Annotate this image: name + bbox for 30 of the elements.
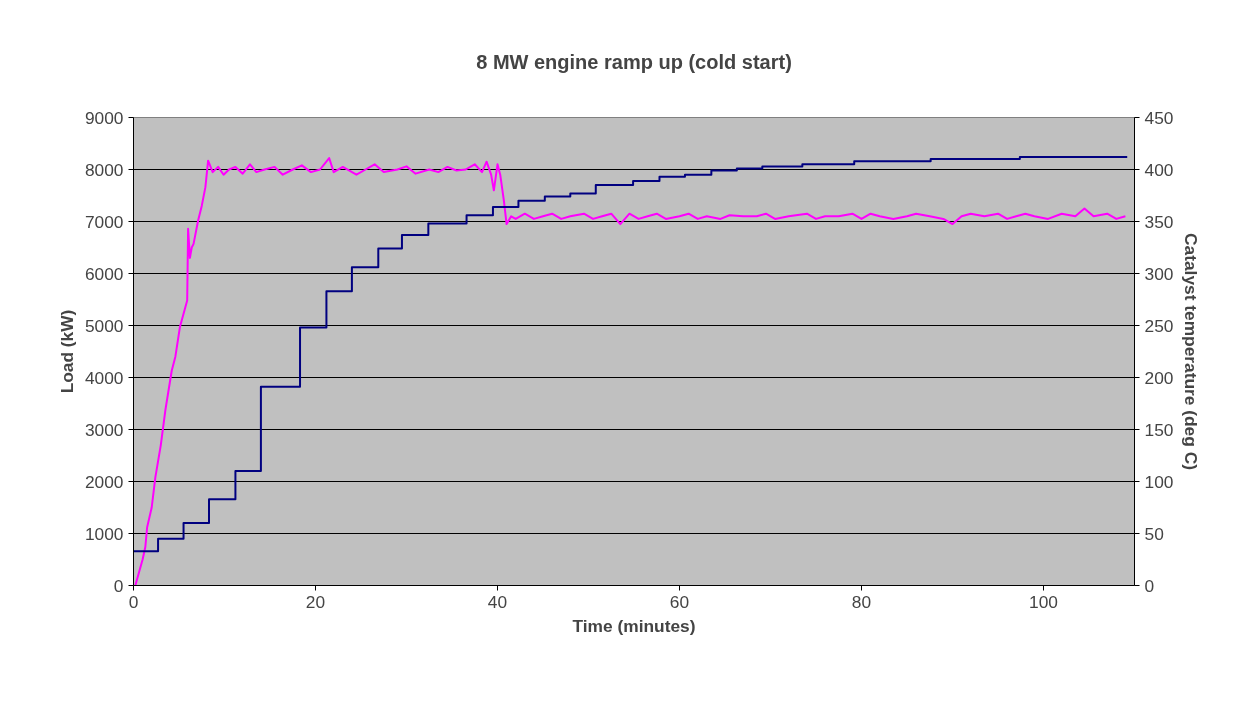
y-axis-title: Load (kW) [56, 309, 77, 394]
chart-title: 8 MW engine ramp up (cold start) [476, 50, 792, 73]
y-tick-label: 9000 [84, 107, 124, 128]
y2-tick-label: 400 [1144, 159, 1174, 180]
x-tick-label: 20 [305, 591, 326, 612]
y-tick-label: 6000 [84, 263, 124, 284]
y-tick-label: 8000 [84, 159, 124, 180]
y2-tick-label: 100 [1144, 471, 1174, 492]
x-tick-label: 60 [669, 591, 690, 612]
y-tick-label: 2000 [84, 471, 124, 492]
x-tick-label: 0 [128, 591, 139, 612]
y-tick-label: 7000 [84, 211, 124, 232]
y2-tick-label: 0 [1144, 575, 1155, 596]
y2-tick-label: 200 [1144, 367, 1174, 388]
y-tick-label: 5000 [84, 315, 124, 336]
y-tick-label: 0 [113, 575, 124, 596]
y2-tick-label: 300 [1144, 263, 1174, 284]
x-tick-label: 80 [851, 591, 872, 612]
y2-tick-label: 50 [1144, 523, 1164, 544]
y-tick-label: 3000 [84, 419, 124, 440]
x-tick-label: 40 [487, 591, 508, 612]
y2-tick-label: 250 [1144, 315, 1174, 336]
y2-tick-label: 150 [1144, 419, 1174, 440]
x-axis-title: Time (minutes) [572, 615, 696, 636]
y2-tick-label: 350 [1144, 211, 1174, 232]
y-tick-label: 4000 [84, 367, 124, 388]
y2-tick-label: 450 [1144, 107, 1174, 128]
y2-axis-title: Catalyst temperature (deg C) [1181, 233, 1202, 470]
x-tick-label: 100 [1029, 591, 1058, 612]
y-tick-label: 1000 [84, 523, 124, 544]
